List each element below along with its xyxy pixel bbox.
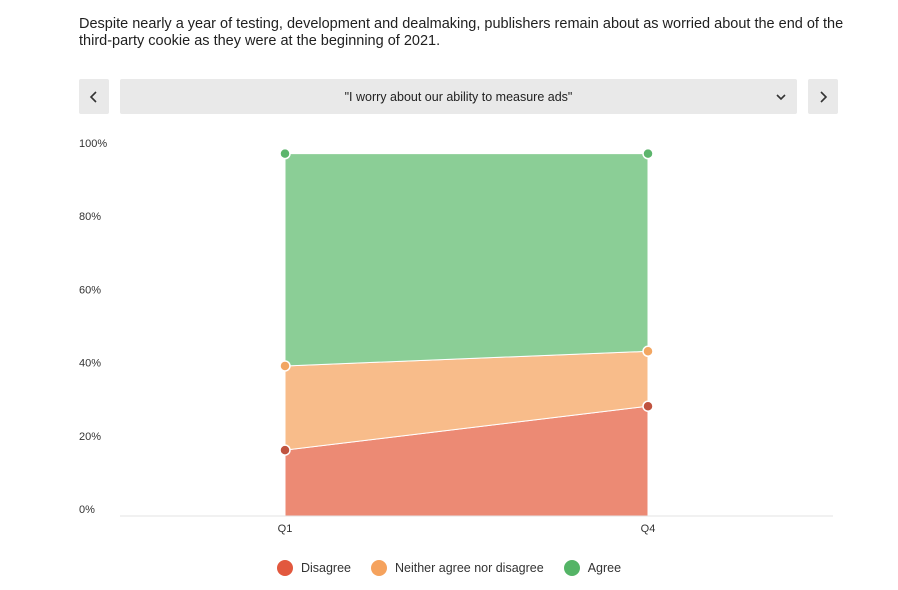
chevron-left-icon — [89, 90, 97, 103]
markers-layer — [279, 147, 654, 456]
y-tick-label: 20% — [79, 431, 101, 443]
x-tick-label: Q4 — [641, 523, 656, 535]
legend-swatch-agree — [563, 560, 580, 576]
marker-disagree-q1[interactable] — [279, 444, 291, 456]
legend-swatch-neutral — [370, 560, 387, 576]
next-question-button[interactable] — [808, 79, 838, 114]
marker-agree-q1[interactable] — [279, 147, 291, 160]
areas-layer — [284, 153, 649, 517]
marker-neutral-q1[interactable] — [279, 360, 291, 372]
legend-item-neutral[interactable]: Neither agree nor disagree — [370, 560, 544, 576]
chevron-down-icon — [776, 94, 786, 101]
y-tick-label: 40% — [79, 358, 101, 370]
y-tick-label: 60% — [79, 284, 101, 296]
legend-label-agree: Agree — [587, 561, 622, 575]
selected-question-text: "I worry about our ability to measure ad… — [344, 89, 573, 104]
ticks-layer: 0% 20% 40% 60% 80% 100% Q1 Q4 — [79, 138, 655, 535]
question-select[interactable]: "I worry about our ability to measure ad… — [120, 79, 797, 114]
area-agree — [284, 153, 649, 367]
y-tick-label: 100% — [79, 138, 107, 150]
legend-label-disagree: Disagree — [300, 561, 351, 575]
marker-neutral-q4[interactable] — [642, 345, 654, 358]
legend-label-neutral: Neither agree nor disagree — [394, 561, 544, 575]
legend-swatch-disagree — [276, 560, 293, 576]
chart-legend: Disagree Neither agree nor disagree Agree — [0, 558, 898, 578]
marker-agree-q4[interactable] — [642, 147, 654, 160]
legend-item-disagree[interactable]: Disagree — [276, 560, 351, 576]
chart-headline: Despite nearly a year of testing, develo… — [79, 16, 844, 49]
x-tick-label: Q1 — [278, 523, 293, 535]
marker-disagree-q4[interactable] — [642, 400, 654, 412]
chevron-right-icon — [820, 90, 828, 103]
y-tick-label: 80% — [79, 211, 101, 223]
legend-item-agree[interactable]: Agree — [563, 560, 622, 576]
y-tick-label: 0% — [79, 504, 95, 516]
previous-question-button[interactable] — [79, 79, 109, 114]
